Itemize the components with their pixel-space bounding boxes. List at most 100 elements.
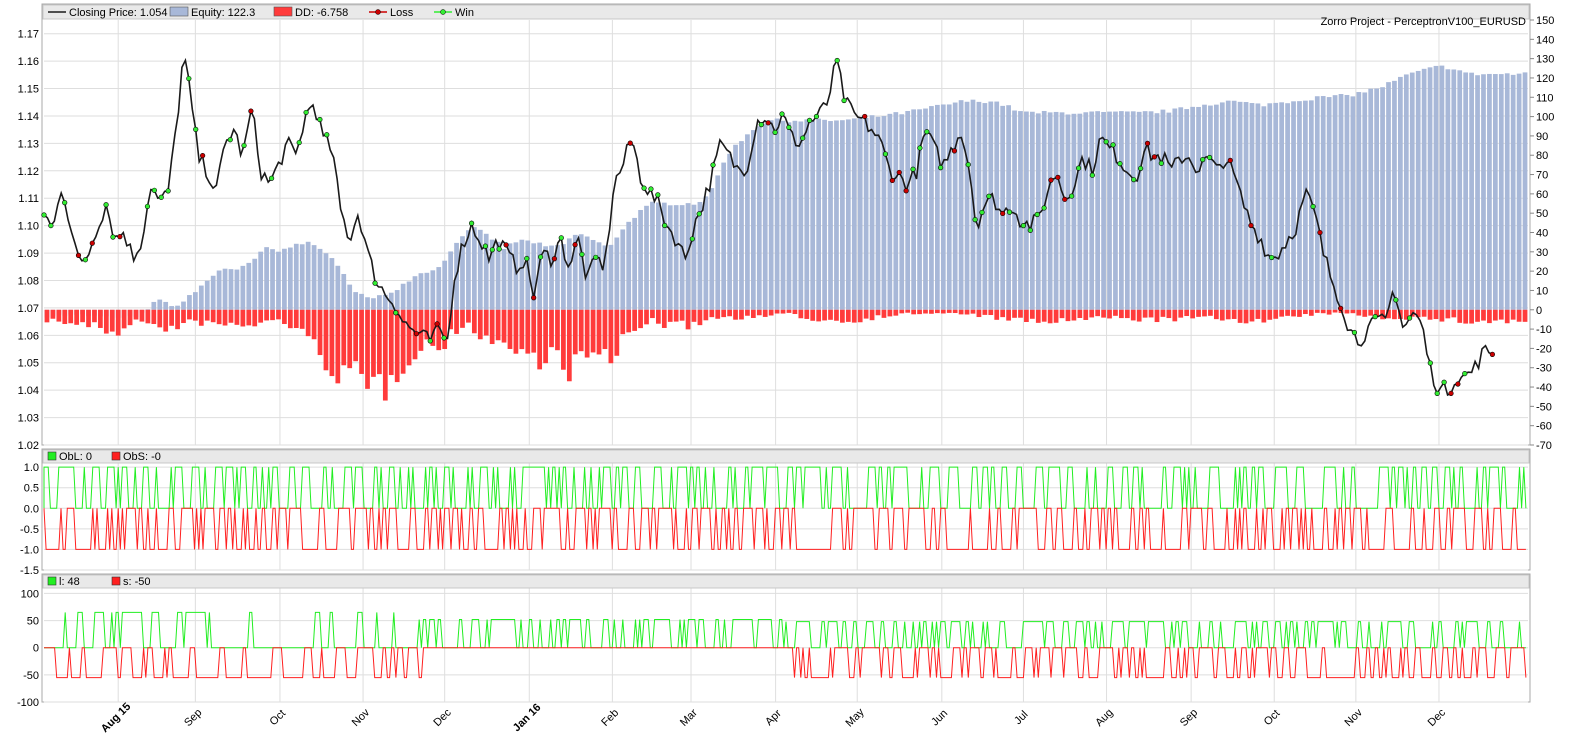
win-marker [441, 335, 447, 341]
win-marker [910, 166, 916, 172]
equity-bars [44, 65, 1528, 321]
equity-bar [240, 265, 246, 310]
equity-bar [1344, 94, 1350, 310]
win-marker [110, 234, 116, 240]
drawdown-bar [252, 309, 258, 327]
drawdown-bar [489, 309, 495, 345]
legend-item-closing: Closing Price: 1.054 [48, 7, 167, 19]
drawdown-bar [1119, 309, 1124, 319]
drawdown-bar [121, 309, 127, 329]
loss-marker [1151, 154, 1158, 160]
drawdown-bar [911, 309, 916, 315]
drawdown-bar [964, 309, 970, 315]
drawdown-bar [139, 309, 145, 322]
equity-bar [1421, 68, 1427, 310]
drawdown-bar [471, 309, 477, 334]
equity-bar [293, 243, 299, 310]
left-tick-label: 1.12 [18, 166, 39, 178]
drawdown-bar [1516, 309, 1522, 322]
left-tick-label: 1.09 [18, 248, 39, 260]
left-tick-label: 1.14 [18, 111, 39, 123]
drawdown-bar [727, 309, 732, 317]
equity-bar [1154, 113, 1160, 310]
right-tick-label: 30 [1536, 247, 1548, 259]
equity-bar-icon [169, 6, 189, 17]
drawdown-bar [1487, 309, 1492, 324]
drawdown-bar [388, 309, 394, 376]
equity-bar [946, 104, 952, 310]
equity-bar [1320, 96, 1326, 310]
win-marker [62, 200, 68, 206]
equity-bar [531, 243, 537, 310]
win-marker [1351, 329, 1358, 336]
equity-bar [1338, 94, 1344, 310]
loss-marker [89, 240, 95, 246]
equity-bar [1415, 70, 1421, 310]
drawdown-bar [228, 309, 234, 323]
drawdown-bar [270, 309, 275, 321]
ls-series [44, 611, 1527, 679]
drawdown-bar [169, 309, 174, 326]
equity-bar [786, 122, 792, 310]
equity-bar [1285, 103, 1290, 310]
ob-axis-ticks: -1.5 -1.0 -0.5 0.0 0.5 1.0 [20, 462, 39, 577]
drawdown-bar [175, 309, 180, 330]
win-marker [193, 126, 199, 132]
drawdown-bar [578, 309, 584, 352]
equity-bar [1332, 95, 1338, 310]
drawdown-bar [679, 309, 685, 321]
legend-label: l: 48 [59, 576, 80, 588]
win-marker [786, 124, 792, 131]
equity-bar [1427, 67, 1433, 310]
drawdown-bar [994, 309, 1000, 320]
drawdown-bar [210, 309, 216, 323]
drawdown-bar [1000, 309, 1006, 318]
equity-bar [697, 201, 703, 310]
left-tick-label: 1.06 [18, 330, 39, 342]
equity-bar [1196, 106, 1201, 310]
drawdown-bar [1463, 309, 1469, 324]
equity-bar [1148, 111, 1154, 310]
drawdown-bar [1225, 309, 1231, 320]
equity-bar [661, 202, 667, 310]
equity-bar [721, 162, 727, 310]
equity-bar [335, 265, 341, 310]
equity-bar [1071, 113, 1077, 310]
equity-bar [762, 123, 768, 310]
win-marker [1075, 165, 1082, 171]
equity-bar [1516, 73, 1522, 310]
drawdown-bar [293, 309, 299, 329]
equity-bar [299, 244, 305, 310]
drawdown-bar [1077, 309, 1083, 318]
drawdown-bar [1107, 309, 1112, 319]
equity-bar [282, 248, 287, 310]
equity-bar [1006, 105, 1011, 310]
x-tick-label: Dec [1426, 706, 1449, 729]
equity-bar [602, 245, 608, 310]
equity-bar [893, 112, 899, 310]
loss-marker [434, 321, 440, 327]
equity-bar [750, 130, 756, 310]
win-marker [303, 109, 309, 116]
win-marker [393, 310, 399, 316]
win-marker [1441, 379, 1447, 385]
loss-marker [862, 113, 868, 120]
s-step-line [44, 647, 1527, 679]
main-legend: Closing Price: 1.054 Equity: 122.3 DD: -6.… [48, 6, 474, 19]
drawdown-bar [145, 309, 151, 324]
drawdown-bar [572, 309, 578, 355]
drawdown-bar [673, 309, 679, 322]
equity-bar [691, 204, 697, 310]
drawdown-bar [1012, 309, 1017, 318]
drawdown-bar [1285, 309, 1290, 316]
obl-swatch-icon [47, 451, 57, 461]
equity-bar [596, 242, 602, 310]
win-marker [1200, 157, 1206, 163]
right-tick-label: 80 [1536, 150, 1548, 162]
equity-bar [347, 284, 353, 310]
ob-tick-label: -1.0 [20, 544, 39, 556]
drawdown-bar [822, 309, 827, 321]
drawdown-bar [887, 309, 893, 317]
drawdown-bar [1113, 309, 1118, 316]
equity-bar [988, 101, 994, 310]
